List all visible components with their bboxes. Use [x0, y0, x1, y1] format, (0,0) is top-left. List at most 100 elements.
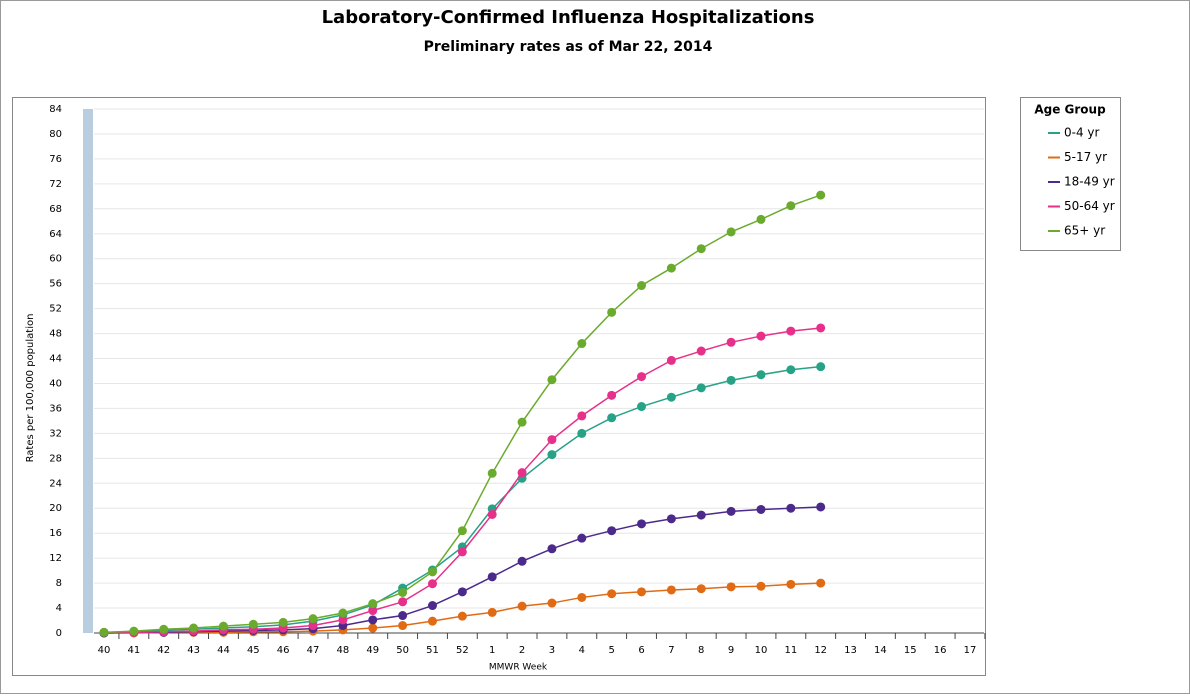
data-point: [457, 587, 467, 597]
data-point: [816, 190, 826, 200]
data-point: [726, 506, 736, 516]
data-point: [398, 621, 408, 631]
y-tick-label: 64: [49, 229, 62, 240]
data-point: [338, 615, 348, 625]
y-tick-label: 56: [49, 279, 62, 290]
data-point: [786, 579, 796, 589]
data-point: [666, 392, 676, 402]
legend-label: 65+ yr: [1064, 224, 1105, 238]
data-point: [308, 621, 318, 631]
data-point: [666, 263, 676, 273]
x-axis-title: MMWR Week: [489, 663, 548, 673]
data-point: [547, 598, 557, 608]
data-point: [487, 607, 497, 617]
x-tick-label: 41: [127, 645, 140, 656]
x-tick-label: 9: [728, 645, 734, 656]
data-point: [368, 599, 378, 609]
data-point: [786, 326, 796, 336]
legend-label: 5-17 yr: [1064, 150, 1107, 164]
y-tick-label: 76: [49, 154, 62, 165]
data-point: [637, 372, 647, 382]
data-point: [637, 587, 647, 597]
data-point: [726, 375, 736, 385]
x-tick-label: 16: [934, 645, 947, 656]
legend-label: 50-64 yr: [1064, 199, 1115, 213]
data-point: [457, 526, 467, 536]
y-tick-label: 28: [49, 453, 62, 464]
y-tick-label: 72: [49, 179, 62, 190]
data-point: [696, 584, 706, 594]
x-tick-label: 51: [426, 645, 439, 656]
data-point: [637, 519, 647, 529]
x-tick-label: 42: [157, 645, 170, 656]
data-point: [696, 244, 706, 254]
x-tick-label: 50: [396, 645, 409, 656]
y-tick-label: 68: [49, 204, 62, 215]
data-point: [607, 413, 617, 423]
x-tick-label: 14: [874, 645, 887, 656]
x-tick-label: 15: [904, 645, 917, 656]
y-tick-label: 4: [56, 603, 62, 614]
data-point: [129, 626, 139, 636]
x-tick-label: 8: [698, 645, 704, 656]
data-point: [368, 623, 378, 633]
x-tick-label: 1: [489, 645, 495, 656]
data-point: [756, 214, 766, 224]
data-point: [726, 337, 736, 347]
x-tick-label: 46: [277, 645, 290, 656]
y-tick-label: 24: [49, 478, 62, 489]
data-point: [756, 370, 766, 380]
data-point: [756, 581, 766, 591]
data-point: [368, 615, 378, 625]
y-axis-title: Rates per 100,000 population: [25, 314, 36, 463]
data-point: [666, 585, 676, 595]
x-tick-label: 40: [98, 645, 111, 656]
x-tick-label: 11: [784, 645, 797, 656]
data-point: [637, 402, 647, 412]
data-point: [577, 533, 587, 543]
data-point: [607, 307, 617, 317]
data-point: [756, 331, 766, 341]
x-tick-label: 47: [307, 645, 320, 656]
data-point: [756, 504, 766, 514]
data-point: [547, 450, 557, 460]
data-point: [816, 323, 826, 333]
x-tick-label: 52: [456, 645, 469, 656]
data-point: [159, 624, 169, 634]
legend-label: 0-4 yr: [1064, 126, 1100, 140]
data-point: [457, 547, 467, 557]
data-point: [786, 201, 796, 211]
y-tick-label: 40: [49, 378, 62, 389]
y-tick-label: 12: [49, 553, 62, 564]
legend-title: Age Group: [1034, 103, 1106, 117]
data-point: [547, 435, 557, 445]
y-tick-label: 0: [56, 628, 62, 639]
x-tick-label: 17: [964, 645, 977, 656]
data-point: [786, 503, 796, 513]
x-tick-label: 7: [668, 645, 674, 656]
data-point: [696, 510, 706, 520]
data-point: [577, 428, 587, 438]
x-tick-label: 13: [844, 645, 857, 656]
chart-title: Laboratory-Confirmed Influenza Hospitali…: [322, 7, 815, 28]
y-tick-label: 84: [49, 104, 62, 115]
data-point: [816, 362, 826, 372]
legend-label: 18-49 yr: [1064, 175, 1115, 189]
data-point: [726, 227, 736, 237]
data-point: [427, 601, 437, 611]
x-tick-label: 12: [814, 645, 827, 656]
x-tick-label: 2: [519, 645, 525, 656]
data-point: [577, 592, 587, 602]
data-point: [607, 526, 617, 536]
x-tick-label: 49: [366, 645, 379, 656]
data-point: [427, 567, 437, 577]
data-point: [398, 611, 408, 621]
data-point: [517, 417, 527, 427]
x-tick-label: 10: [755, 645, 768, 656]
data-point: [607, 589, 617, 599]
y-tick-label: 16: [49, 528, 62, 539]
data-point: [427, 616, 437, 626]
plot-band: [83, 109, 93, 633]
data-point: [577, 411, 587, 421]
